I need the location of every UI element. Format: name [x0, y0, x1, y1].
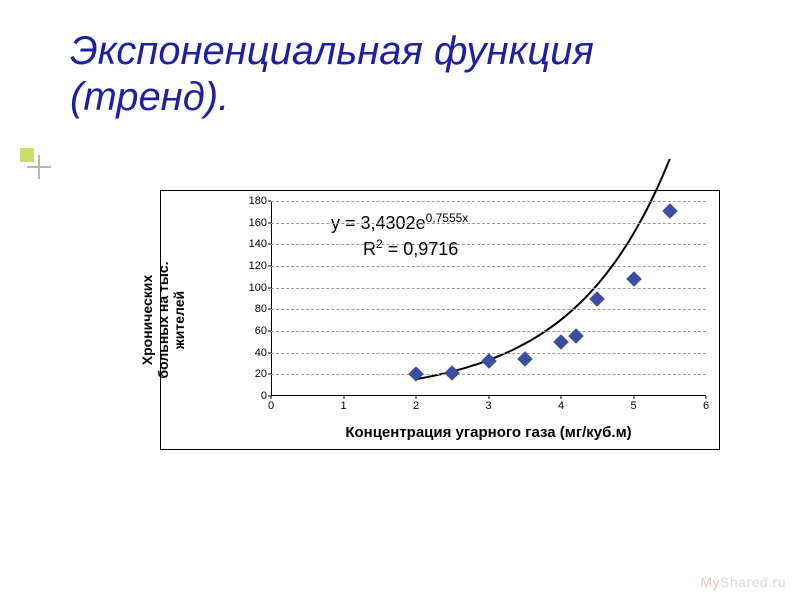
- grid-line: [271, 331, 706, 332]
- ylabel-l1: Хронических: [139, 275, 155, 365]
- ytick-mark: [268, 287, 271, 288]
- xtick-label: 1: [340, 400, 346, 412]
- ylabel-l2: больных на тыс.: [155, 261, 171, 378]
- slide: Экспоненциальная функция (тренд). Хронич…: [0, 0, 800, 600]
- ytick-mark: [268, 374, 271, 375]
- equation-r2: R2 = 0,9716: [363, 237, 458, 260]
- grid-line: [271, 309, 706, 310]
- ytick-mark: [268, 309, 271, 310]
- ytick-label: 0: [261, 390, 267, 402]
- xtick-mark: [416, 396, 417, 399]
- grid-line: [271, 288, 706, 289]
- title-line-2: (тренд).: [70, 75, 229, 119]
- ytick-mark: [268, 331, 271, 332]
- xtick-mark: [706, 396, 707, 399]
- ytick-label: 160: [249, 217, 267, 229]
- xtick-label: 6: [703, 400, 709, 412]
- watermark-my: My: [700, 574, 720, 590]
- grid-line: [271, 244, 706, 245]
- ytick-label: 40: [255, 347, 267, 359]
- ytick-label: 140: [249, 238, 267, 250]
- bullet-line-v: [38, 155, 40, 179]
- grid-line: [271, 223, 706, 224]
- title-line-1: Экспоненциальная функция: [70, 29, 594, 73]
- bullet-square-icon: [20, 148, 34, 162]
- watermark: MyShared.ru: [700, 574, 786, 590]
- ytick-label: 100: [249, 282, 267, 294]
- ytick-mark: [268, 222, 271, 223]
- xtick-mark: [561, 396, 562, 399]
- xtick-label: 3: [485, 400, 491, 412]
- xtick-mark: [343, 396, 344, 399]
- grid-line: [271, 374, 706, 375]
- bullet-decoration: [20, 148, 50, 178]
- ytick-mark: [268, 201, 271, 202]
- trend-curve: [416, 159, 670, 379]
- grid-line: [271, 266, 706, 267]
- xtick-label: 4: [558, 400, 564, 412]
- chart: Хронических больных на тыс. жителей y = …: [160, 190, 720, 450]
- xtick-label: 0: [268, 400, 274, 412]
- xtick-mark: [633, 396, 634, 399]
- plot-area: y = 3,4302e0,7555x R2 = 0,9716 020406080…: [271, 201, 706, 396]
- ylabel-l3: жителей: [171, 291, 187, 349]
- ytick-mark: [268, 352, 271, 353]
- watermark-rest: Shared.ru: [720, 574, 786, 590]
- ytick-label: 60: [255, 325, 267, 337]
- xtick-mark: [488, 396, 489, 399]
- grid-line: [271, 201, 706, 202]
- ytick-label: 80: [255, 303, 267, 315]
- ytick-mark: [268, 244, 271, 245]
- ytick-label: 120: [249, 260, 267, 272]
- y-axis-label: Хронических больных на тыс. жителей: [139, 220, 187, 420]
- xtick-label: 5: [630, 400, 636, 412]
- page-title: Экспоненциальная функция (тренд).: [70, 28, 760, 120]
- ytick-label: 20: [255, 368, 267, 380]
- xtick-mark: [271, 396, 272, 399]
- ytick-label: 180: [249, 195, 267, 207]
- xtick-label: 2: [413, 400, 419, 412]
- x-axis-label: Концентрация угарного газа (мг/куб.м): [271, 424, 706, 441]
- ytick-mark: [268, 266, 271, 267]
